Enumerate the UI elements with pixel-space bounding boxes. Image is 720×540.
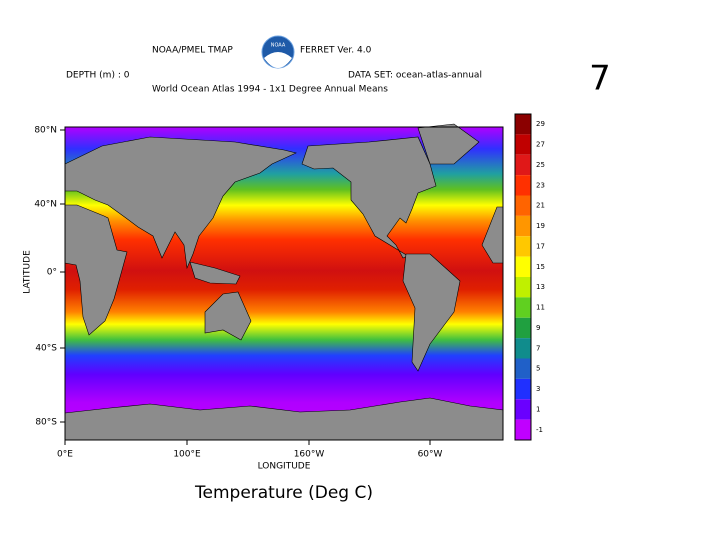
colorbar-swatch (515, 399, 531, 420)
colorbar-swatch (515, 338, 531, 359)
colorbar: 29 27 25 23 21 19 17 15 13 11 9 7 5 3 1 -1 (514, 113, 545, 441)
colorbar-swatch (515, 378, 531, 400)
header-title-left: NOAA/PMEL TMAP (152, 46, 233, 56)
land (417, 123, 480, 165)
colorbar-label: 3 (536, 385, 540, 393)
lat-label: 80°S (35, 418, 57, 428)
header-dataset: DATA SET: ocean-atlas-annual (348, 71, 482, 81)
colorbar-swatch (515, 358, 531, 379)
colorbar-swatch (515, 215, 531, 237)
colorbar-label: 29 (536, 120, 545, 128)
colorbar-frame (514, 113, 532, 441)
colorbar-label: 21 (536, 202, 545, 210)
axes: 80°N 40°N 0° 40°S 80°S 0°E 100°E 160°W 60°W (34, 126, 442, 460)
map-frame (64, 126, 504, 441)
colorbar-swatch (515, 297, 531, 318)
colorbar-swatch (515, 114, 531, 135)
colorbar-label: 17 (536, 242, 545, 250)
colorbar-label: 7 (536, 344, 540, 352)
colorbar-swatch (515, 236, 531, 257)
colorbar-label: 13 (536, 283, 545, 291)
header-subtitle: World Ocean Atlas 1994 - 1x1 Degree Annu… (152, 85, 388, 95)
caption: Temperature (Deg C) (194, 483, 373, 503)
lon-label: 100°E (173, 450, 201, 460)
colorbar-label: 9 (536, 324, 540, 332)
land (64, 136, 297, 270)
x-axis-title: LONGITUDE (258, 462, 311, 472)
colorbar-label: 25 (536, 161, 545, 169)
header-depth: DEPTH (m) : 0 (66, 71, 130, 81)
lon-label: 60°W (418, 450, 443, 460)
colorbar-label: 15 (536, 263, 545, 271)
colorbar-swatch (515, 154, 531, 176)
land (301, 136, 437, 259)
header-title-right: FERRET Ver. 4.0 (300, 46, 372, 56)
colorbar-swatch (515, 134, 531, 155)
lon-label: 160°W (294, 450, 325, 460)
colorbar-label: 27 (536, 141, 545, 149)
colorbar-label: 19 (536, 222, 545, 230)
colorbar-label: -1 (536, 426, 543, 434)
colorbar-label: 23 (536, 181, 545, 189)
lat-label: 40°S (35, 344, 57, 354)
noaa-logo-bird (264, 52, 292, 68)
colorbar-label: 5 (536, 365, 540, 373)
colorbar-swatch (515, 195, 531, 216)
colorbar-swatch (515, 277, 531, 298)
colorbar-swatch (515, 175, 531, 196)
y-axis-title: LATITUDE (23, 250, 33, 294)
slide-number: 7 (589, 59, 611, 99)
colorbar-swatch (515, 419, 531, 440)
lat-label: 80°N (34, 126, 57, 136)
land (402, 253, 461, 372)
land (64, 204, 128, 336)
colorbar-label: 11 (536, 304, 545, 312)
lat-label: 40°N (34, 200, 57, 210)
colorbar-swatch (515, 256, 531, 277)
colorbar-label: 1 (536, 405, 540, 413)
colorbar-swatch (515, 317, 531, 339)
lat-label: 0° (47, 268, 57, 278)
lon-label: 0°E (57, 450, 73, 460)
noaa-logo-text: NOAA (271, 43, 286, 49)
land (204, 291, 252, 341)
land (189, 261, 241, 285)
